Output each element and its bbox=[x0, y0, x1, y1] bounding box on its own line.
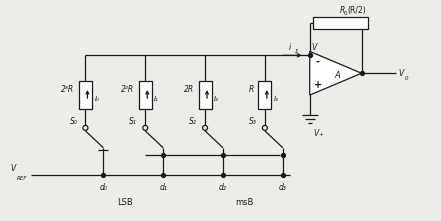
Text: A: A bbox=[335, 71, 340, 80]
Text: i: i bbox=[289, 43, 292, 52]
Text: LSB: LSB bbox=[117, 198, 133, 208]
Bar bbox=[139, 81, 152, 109]
Text: S₁: S₁ bbox=[129, 117, 137, 126]
Text: V: V bbox=[312, 43, 317, 52]
Text: 2³R: 2³R bbox=[61, 85, 75, 94]
Text: d₁: d₁ bbox=[159, 183, 167, 192]
Text: 0: 0 bbox=[344, 11, 347, 16]
Text: msB: msB bbox=[236, 198, 254, 208]
Text: V: V bbox=[11, 164, 16, 173]
Text: 2²R: 2²R bbox=[121, 85, 134, 94]
Bar bbox=[313, 17, 368, 29]
Bar bbox=[198, 81, 212, 109]
Polygon shape bbox=[310, 51, 362, 95]
Text: +: + bbox=[314, 80, 322, 90]
Bar bbox=[258, 81, 271, 109]
Text: R: R bbox=[249, 85, 254, 94]
Text: I₀: I₀ bbox=[94, 96, 99, 102]
Text: d₀: d₀ bbox=[99, 183, 107, 192]
Text: I₂: I₂ bbox=[214, 96, 219, 102]
Bar bbox=[79, 81, 92, 109]
Text: d₂: d₂ bbox=[219, 183, 227, 192]
Text: 0: 0 bbox=[404, 76, 408, 81]
Text: R: R bbox=[340, 6, 345, 15]
Text: I₃: I₃ bbox=[274, 96, 279, 102]
Text: V: V bbox=[314, 129, 319, 138]
Text: V: V bbox=[398, 69, 404, 78]
Text: S₂: S₂ bbox=[189, 117, 197, 126]
Text: 2R: 2R bbox=[184, 85, 194, 94]
Text: d₃: d₃ bbox=[279, 183, 287, 192]
Text: S₃: S₃ bbox=[249, 117, 257, 126]
Text: REF: REF bbox=[17, 176, 27, 181]
Text: I₁: I₁ bbox=[154, 96, 159, 102]
Text: -: - bbox=[316, 56, 320, 66]
Text: (R/2): (R/2) bbox=[348, 6, 366, 15]
Text: S₀: S₀ bbox=[70, 117, 78, 126]
Text: Σ: Σ bbox=[295, 49, 299, 54]
Text: +: + bbox=[319, 132, 323, 137]
